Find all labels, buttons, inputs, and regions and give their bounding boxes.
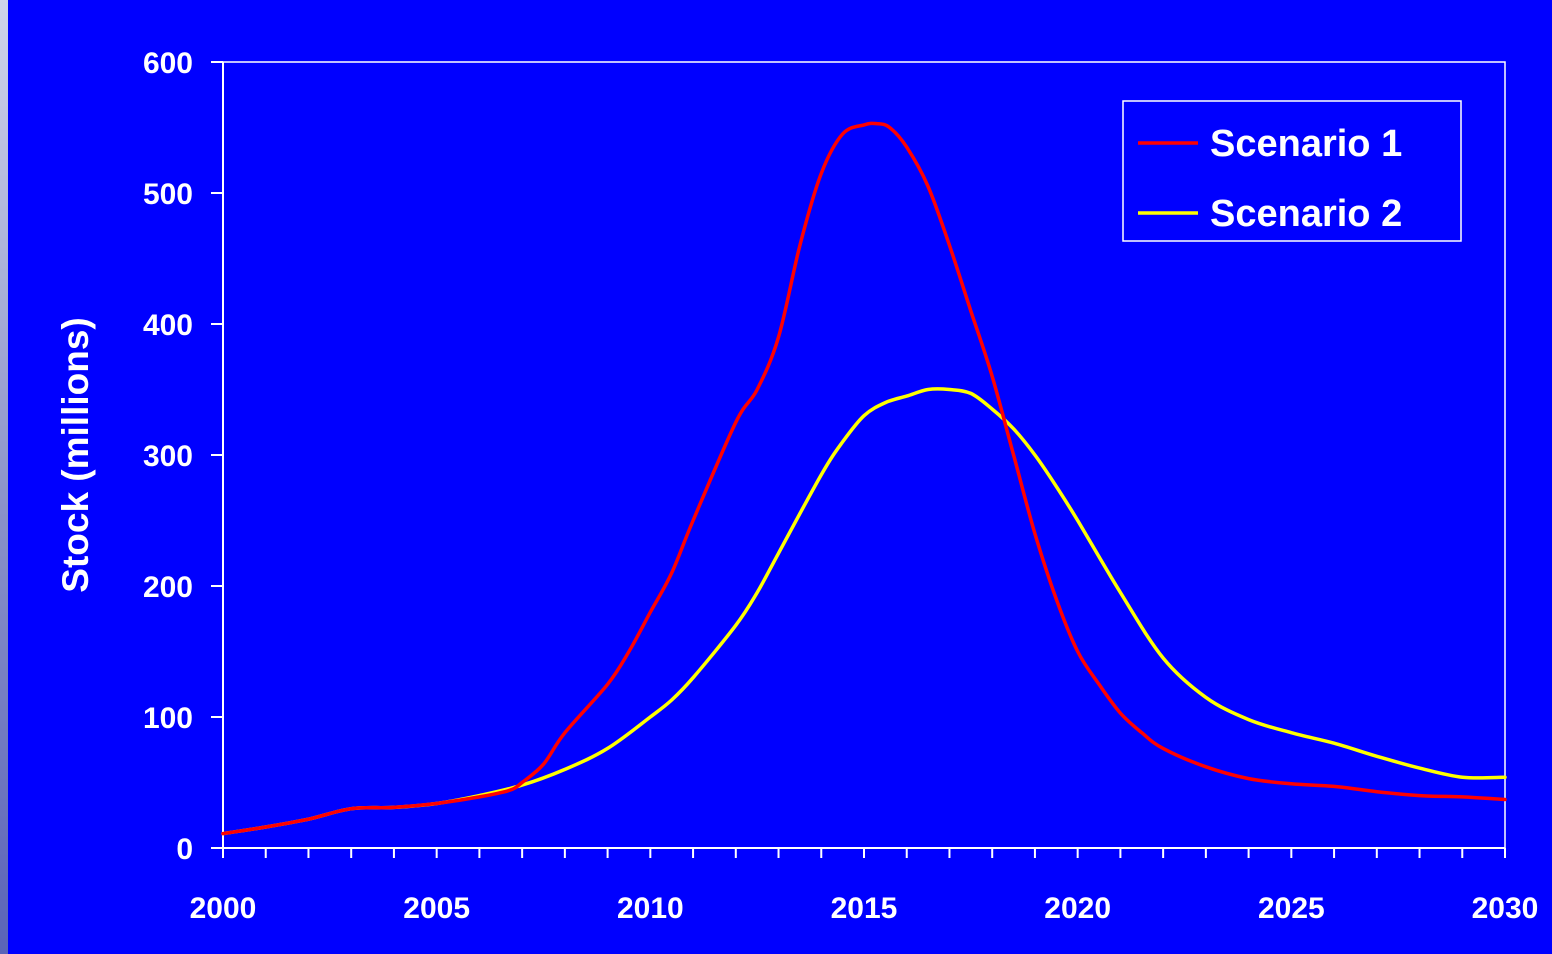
- x-tick-label: 2015: [831, 892, 898, 925]
- y-tick-label: 200: [143, 571, 193, 604]
- x-tick-label: 2000: [190, 892, 257, 925]
- y-tick-label: 300: [143, 440, 193, 473]
- y-tick-label: 100: [143, 702, 193, 735]
- x-tick-label: 2030: [1472, 892, 1539, 925]
- y-axis-title: Stock (millions): [55, 317, 96, 592]
- legend-label-scenario-2: Scenario 2: [1210, 193, 1402, 235]
- y-tick-label: 500: [143, 178, 193, 211]
- series-line-scenario-2: [221, 387, 1507, 836]
- legend: Scenario 1 Scenario 2: [1122, 100, 1462, 242]
- y-tick-label: 600: [143, 47, 193, 80]
- x-tick-label: 2025: [1258, 892, 1325, 925]
- legend-box: [1122, 100, 1462, 242]
- axes: 0 100 200 300 400 500 600 2000 2005 2010 2015 2020 2…: [143, 47, 1538, 925]
- legend-label-scenario-1: Scenario 1: [1210, 123, 1402, 165]
- series-layer: [221, 121, 1507, 836]
- y-tick-label: 400: [143, 309, 193, 342]
- series-line-scenario-1: [221, 121, 1507, 836]
- y-tick-label: 0: [176, 833, 193, 866]
- x-tick-label: 2010: [617, 892, 684, 925]
- x-tick-label: 2020: [1044, 892, 1111, 925]
- slide-edge-strip: [0, 0, 8, 954]
- x-tick-label: 2005: [403, 892, 470, 925]
